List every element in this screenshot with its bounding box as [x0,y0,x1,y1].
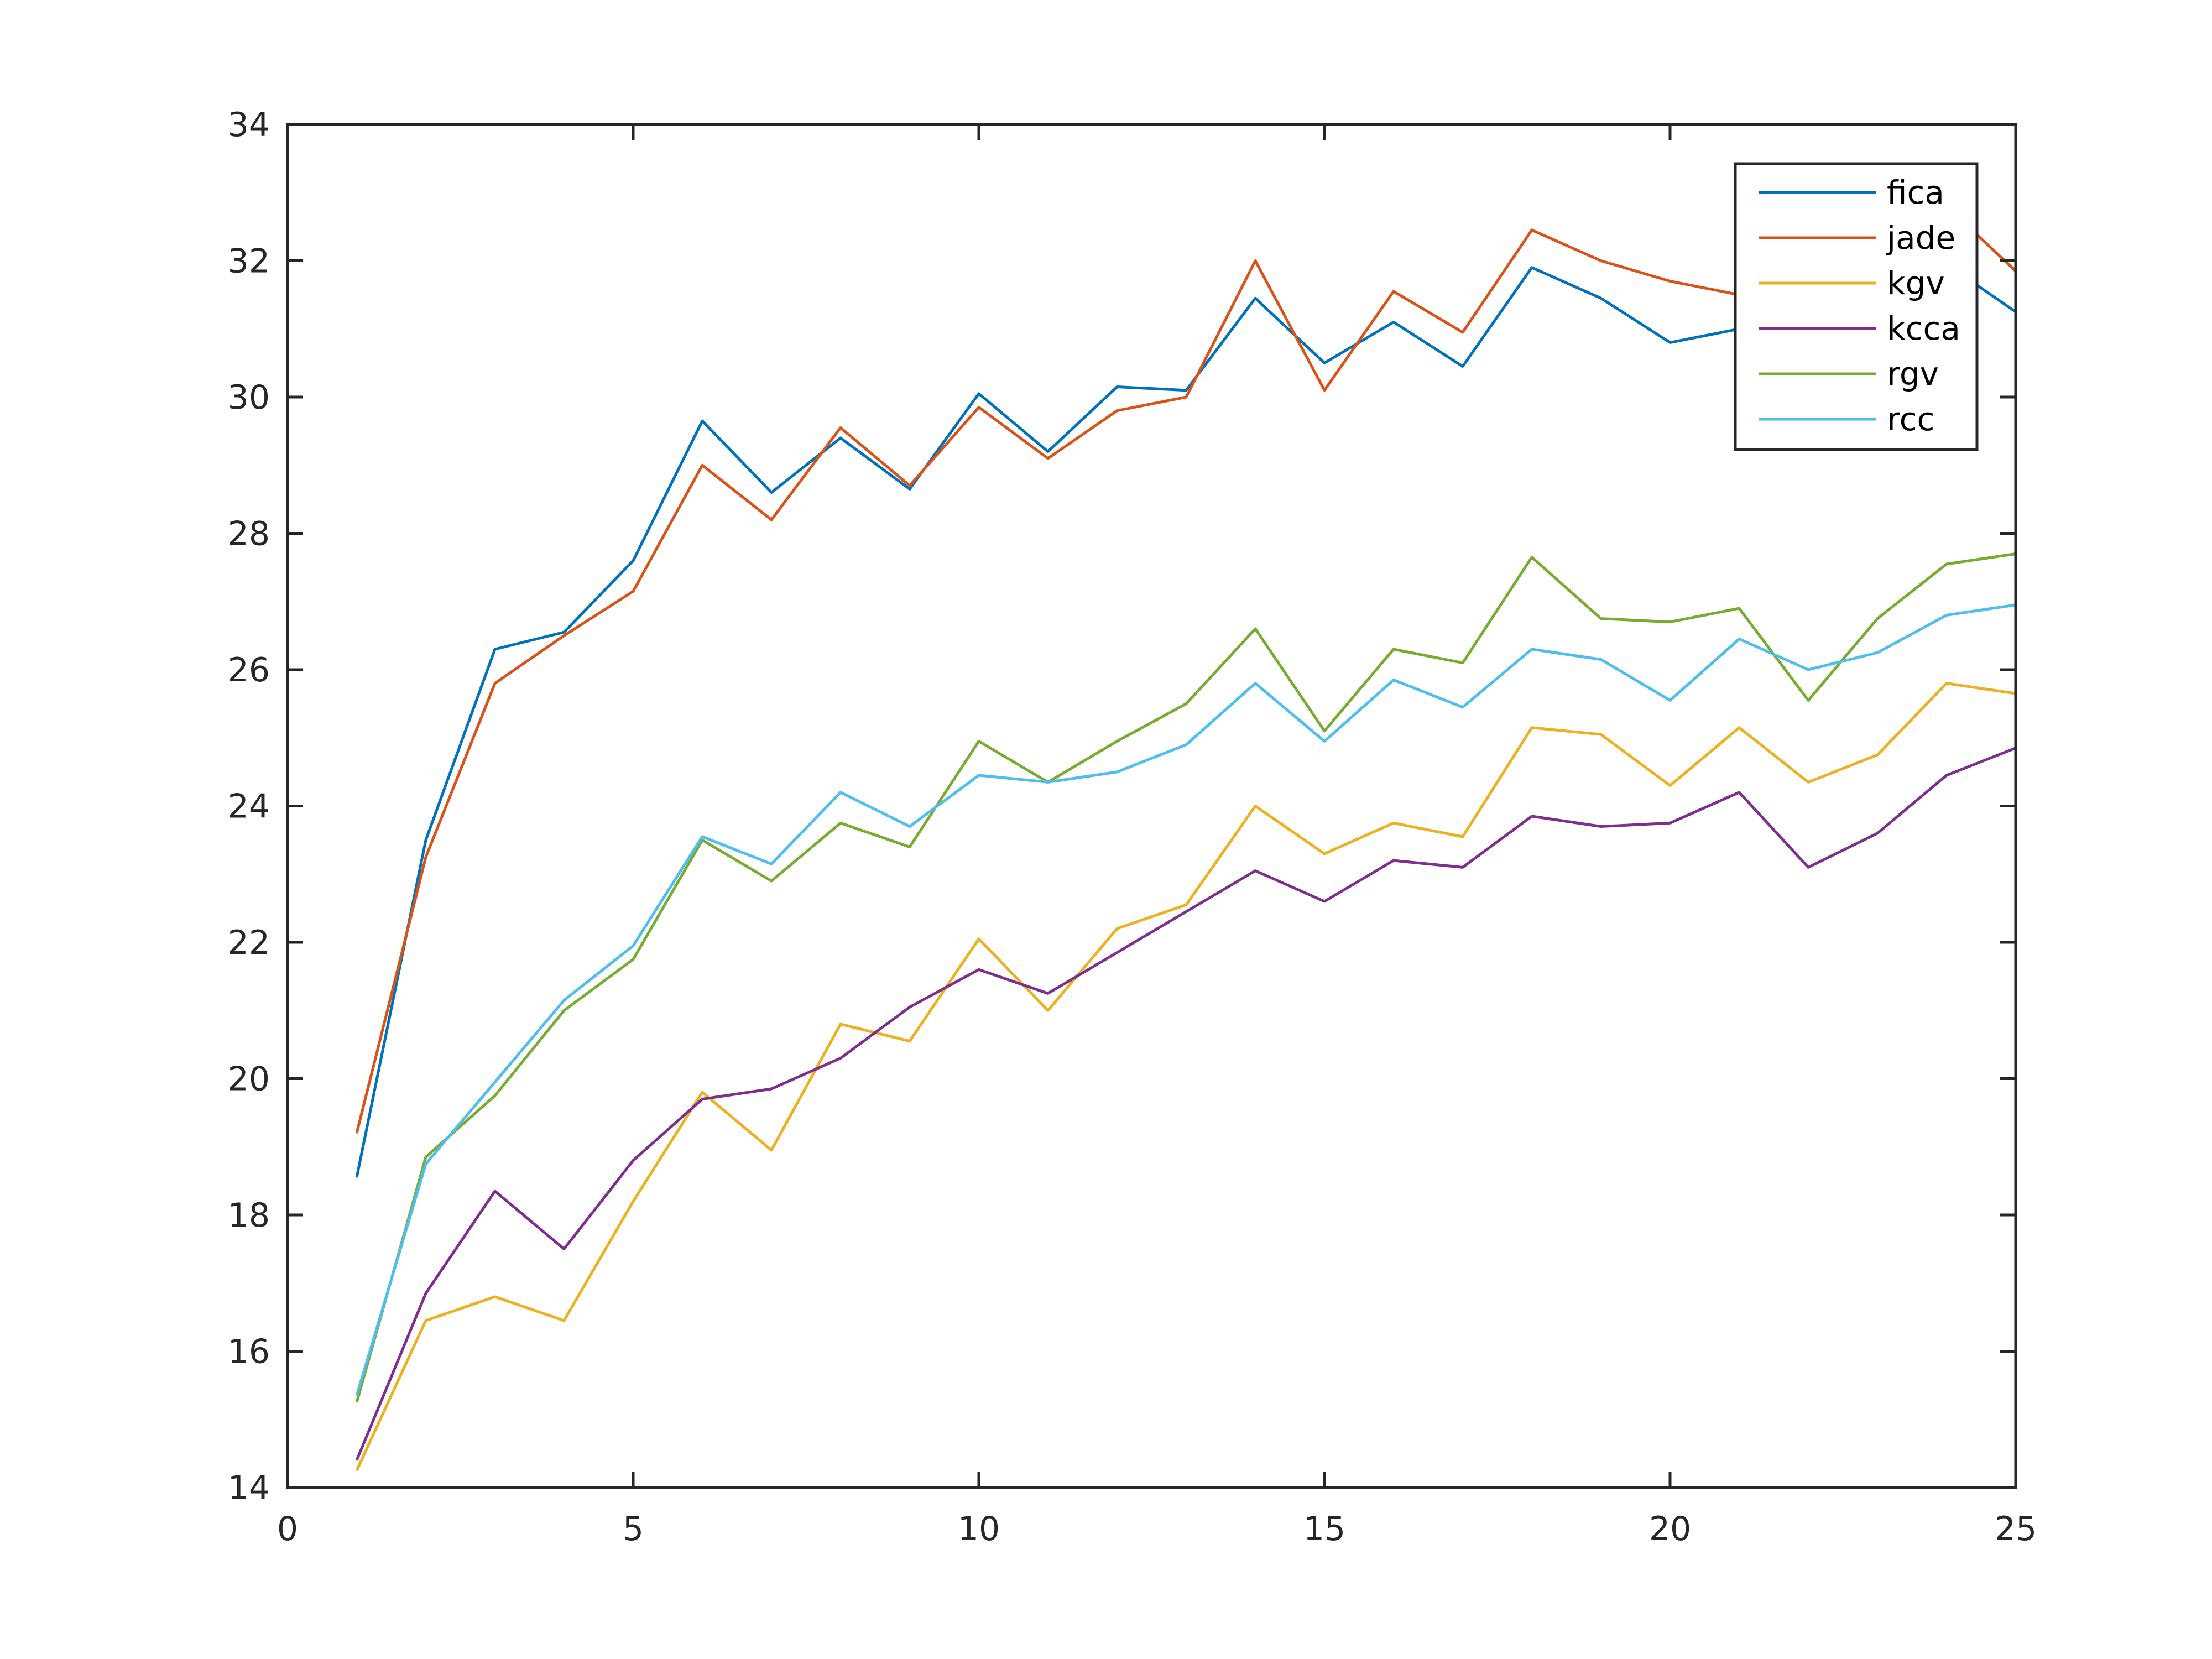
x-tick-label: 0 [277,1510,298,1548]
x-tick-label: 15 [1303,1510,1345,1548]
legend-label-jade: jade [1886,219,1955,257]
x-tick-label: 5 [623,1510,644,1548]
y-tick-label: 14 [228,1469,270,1507]
y-tick-label: 20 [228,1060,270,1099]
legend-label-rcc: rcc [1887,400,1934,438]
x-tick-label: 10 [958,1510,1000,1548]
y-tick-label: 32 [228,242,270,281]
series-line-kgv [355,682,2016,1472]
x-tick-label: 25 [1995,1510,2037,1548]
series-line-rgv [355,552,2016,1403]
legend-label-kgv: kgv [1887,264,1945,302]
x-tick-label: 20 [1649,1510,1691,1548]
y-tick-label: 22 [228,924,270,962]
series-line-rcc [355,603,2016,1396]
y-tick-label: 34 [228,106,270,144]
y-tick-label: 24 [228,787,270,826]
y-tick-label: 26 [228,651,270,690]
legend-box [1734,162,1979,451]
legend: fica jade kgv kcca rgv rcc [1734,162,1979,451]
series-line-kcca [355,747,2016,1461]
legend-label-rgv: rgv [1887,355,1939,393]
y-tick-label: 18 [228,1196,270,1235]
legend-label-fica: fica [1887,174,1944,211]
y-tick-label: 28 [228,515,270,554]
y-tick-label: 16 [228,1333,270,1371]
tick-layer: 0 5 10 15 20 25 14 16 18 20 22 24 26 28 30 32 34 [228,106,2037,1548]
legend-label-kcca: kcca [1887,310,1960,347]
y-tick-label: 30 [228,378,270,417]
